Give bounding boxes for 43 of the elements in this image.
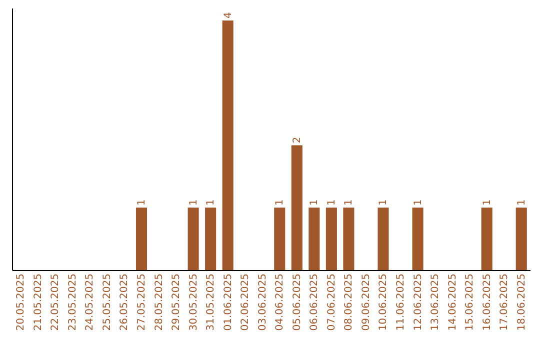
x-tick-label: 24.05.2025 <box>84 274 96 331</box>
data-label: 1 <box>326 199 338 206</box>
x-tick-label: 14.06.2025 <box>447 274 458 331</box>
x-tick-label: 06.06.2025 <box>309 274 320 331</box>
data-label: 1 <box>274 199 286 206</box>
x-tick-label: 03.06.2025 <box>257 274 268 331</box>
x-tick-label: 26.05.2025 <box>119 274 130 331</box>
data-label: 1 <box>344 199 355 206</box>
data-label: 1 <box>188 199 200 206</box>
x-tick-label: 12.06.2025 <box>412 274 424 331</box>
x-tick-label: 11.06.2025 <box>396 274 406 331</box>
x-tick-label: 23.05.2025 <box>67 274 78 331</box>
x-tick-label: 27.05.2025 <box>136 274 148 331</box>
x-tick-label: 08.06.2025 <box>344 274 355 331</box>
x-tick-label: 25.05.2025 <box>102 274 113 331</box>
data-label: 1 <box>482 199 493 206</box>
x-tick-label: 04.06.2025 <box>274 274 286 331</box>
x-tick-label: 13.06.2025 <box>430 274 442 331</box>
x-tick-label: 09.06.2025 <box>360 274 372 331</box>
x-tick-label: 01.06.2025 <box>222 274 234 331</box>
x-tick-label: 16.06.2025 <box>482 274 493 331</box>
x-tick-label: 31.05.2025 <box>206 274 217 331</box>
x-tick-label: 21.05.2025 <box>32 274 44 331</box>
data-label: 1 <box>516 199 528 206</box>
x-tick-label: 18.06.2025 <box>516 274 528 331</box>
data-label: 1 <box>309 199 320 206</box>
x-tick-label: 20.05.2025 <box>16 274 27 331</box>
data-label: 1 <box>378 199 390 206</box>
data-label: 1 <box>412 199 424 206</box>
x-tick-label: 17.06.2025 <box>499 274 510 331</box>
x-tick-label: 10.06.2025 <box>378 274 390 331</box>
x-tick-label: 28.05.2025 <box>154 274 165 331</box>
x-tick-label: 29.05.2025 <box>171 274 182 331</box>
data-label: 1 <box>206 199 217 206</box>
x-tick-label: 22.05.2025 <box>50 274 62 331</box>
data-label: 4 <box>222 12 234 18</box>
x-tick-label: 07.06.2025 <box>326 274 338 331</box>
x-tick-label: 15.06.2025 <box>464 274 476 331</box>
x-tick-label: 05.06.2025 <box>292 274 303 331</box>
x-tick-label: 02.06.2025 <box>240 274 252 331</box>
data-label: 2 <box>292 136 303 144</box>
data-label: 1 <box>136 199 148 206</box>
x-tick-label: 30.05.2025 <box>188 274 200 331</box>
